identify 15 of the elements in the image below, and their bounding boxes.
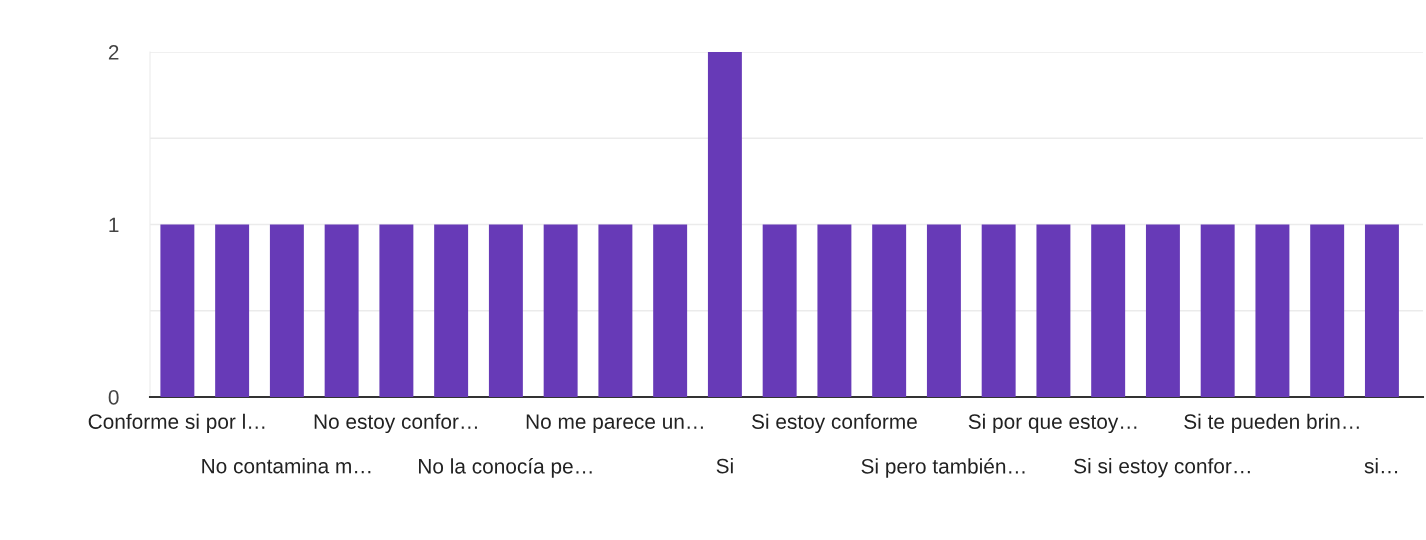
x-tick-label: Si por que estoy… <box>968 413 1137 434</box>
x-tick-label: Si estoy conforme <box>751 413 917 434</box>
x-tick-label: Si <box>716 458 733 474</box>
y-tick-label: 2 <box>108 45 119 60</box>
x-tick-label: No contamina m… <box>202 458 371 474</box>
y-tick-label: 1 <box>109 217 119 233</box>
x-tick-label: No estoy confor… <box>314 413 477 434</box>
x-tick-label: si… <box>1364 458 1398 474</box>
y-tick-label: 0 <box>108 390 119 405</box>
x-tick-label: Conforme si por l… <box>88 413 265 434</box>
x-tick-label: Si te pueden brin… <box>1184 413 1359 434</box>
x-tick-label: No me parece un… <box>526 414 703 434</box>
x-tick-label: Si si estoy confor… <box>1074 458 1250 478</box>
x-tick-label: No la conocía pe… <box>419 458 592 478</box>
x-tick-label: Si pero también… <box>861 458 1025 478</box>
